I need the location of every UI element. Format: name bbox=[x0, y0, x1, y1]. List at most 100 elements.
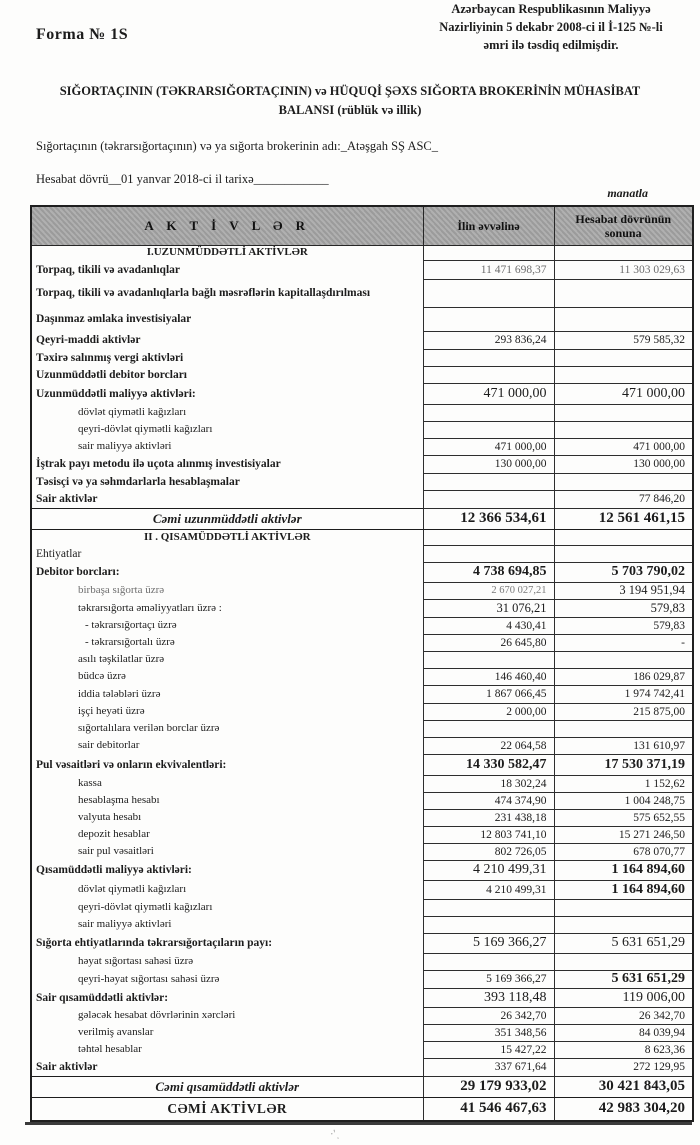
value-period-end: 579 585,32 bbox=[553, 331, 694, 350]
value-period-end: 1 164 894,60 bbox=[553, 880, 694, 900]
value-year-start: 15 427,22 bbox=[422, 1041, 555, 1059]
table-row: həyat sığortası sahəsi üzrə bbox=[31, 953, 694, 971]
value-year-start bbox=[422, 651, 555, 669]
table-row: sığortalılara verilən borclar üzrə bbox=[31, 720, 694, 738]
row-label: dövlət qiymətli kağızları bbox=[31, 880, 424, 900]
row-label: Cəmi qısamüddətli aktivlər bbox=[31, 1076, 424, 1098]
value-period-end bbox=[553, 545, 694, 563]
value-year-start: 231 438,18 bbox=[422, 809, 555, 827]
row-label: Cəmi uzunmüddətli aktivlər bbox=[31, 508, 424, 530]
row-label: həyat sığortası sahəsi üzrə bbox=[31, 953, 424, 971]
table-header-row: A K T İ V L Ə R İlin əvvəlinə Hesabat dö… bbox=[30, 205, 694, 246]
row-label: hesablaşma hesabı bbox=[31, 792, 424, 810]
table-row: Debitor borcları: 4 738 694,85 5 703 790,0… bbox=[31, 562, 694, 583]
value-year-start bbox=[422, 279, 555, 308]
table-row: Daşınmaz əmlaka investisiyalar bbox=[31, 307, 694, 332]
value-year-start: 471 000,00 bbox=[422, 383, 555, 405]
row-label: birbaşa sığorta üzrə bbox=[31, 582, 424, 600]
value-period-end: 15 271 246,50 bbox=[553, 826, 694, 844]
value-year-start bbox=[422, 404, 555, 422]
scan-smudge-mark: ·'ˌ bbox=[329, 1127, 341, 1141]
col-header-assets: A K T İ V L Ə R bbox=[30, 205, 424, 246]
table-row: asılı təşkilatlar üzrə bbox=[31, 651, 694, 669]
value-period-end: 5 631 651,29 bbox=[553, 933, 694, 954]
table-row: Uzunmüddətli maliyyə aktivləri: 471 000,0… bbox=[31, 383, 694, 405]
value-period-end: 1 152,62 bbox=[553, 775, 694, 793]
document-title-line-2: BALANSI (rüblük və illik) bbox=[278, 103, 422, 118]
reporting-period-line: Hesabat dövrü__01 yanvar 2018-ci il tari… bbox=[36, 172, 329, 186]
table-row: iddia tələbləri üzrə 1 867 066,45 1 974 74… bbox=[31, 685, 694, 704]
assets-balance-table: A K T İ V L Ə R İlin əvvəlinə Hesabat dö… bbox=[30, 205, 694, 1122]
table-row: Torpaq, tikili və avadanlıqlar 11 471 698… bbox=[31, 260, 694, 280]
value-year-start bbox=[422, 366, 555, 384]
value-period-end: 130 000,00 bbox=[553, 455, 694, 474]
row-label: Sair qısamüddətli aktivlər: bbox=[31, 988, 424, 1008]
value-year-start bbox=[422, 529, 555, 546]
form-number: Forma № 1S bbox=[36, 26, 129, 43]
table-row: Qeyri-maddi aktivlər 293 836,24 579 585,32 bbox=[31, 331, 694, 350]
value-period-end: 575 652,55 bbox=[553, 809, 694, 827]
table-row: verilmiş avanslar 351 348,56 84 039,94 bbox=[31, 1024, 694, 1042]
value-period-end: 42 983 304,20 bbox=[553, 1097, 694, 1121]
value-year-start: 471 000,00 bbox=[422, 438, 555, 456]
value-year-start: 18 302,24 bbox=[422, 775, 555, 793]
row-label: - təkrarsığortalı üzrə bbox=[31, 634, 424, 652]
value-period-end: 77 846,20 bbox=[553, 490, 694, 509]
value-year-start: 29 179 933,02 bbox=[422, 1076, 555, 1098]
approval-line-2: Nazirliyinin 5 dekabr 2008-ci il İ-125 №… bbox=[439, 19, 663, 34]
table-row: birbaşa sığorta üzrə 2 670 027,21 3 194 95… bbox=[31, 582, 694, 600]
table-row: büdcə üzrə 146 460,40 186 029,87 bbox=[31, 668, 694, 686]
row-label: verilmiş avanslar bbox=[31, 1024, 424, 1042]
row-label: asılı təşkilatlar üzrə bbox=[31, 651, 424, 669]
value-period-end: 8 623,36 bbox=[553, 1041, 694, 1059]
value-year-start: 11 471 698,37 bbox=[422, 260, 555, 280]
table-row: hesablaşma hesabı 474 374,90 1 004 248,75 bbox=[31, 792, 694, 810]
table-row: təkrarsığorta əməliyyatları üzrə :31 076… bbox=[31, 599, 694, 618]
value-period-end: 12 561 461,15 bbox=[553, 508, 694, 530]
value-period-end: 1 164 894,60 bbox=[553, 860, 694, 881]
row-label: Debitor borcları: bbox=[31, 562, 424, 583]
value-year-start bbox=[422, 899, 555, 917]
value-year-start bbox=[422, 349, 555, 367]
table-row: İştrak payı metodu ilə uçota alınmış inv… bbox=[31, 455, 694, 474]
value-period-end: 678 070,77 bbox=[553, 843, 694, 861]
table-row: qeyri-dövlət qiymətli kağızları bbox=[31, 899, 694, 917]
row-label: təhtəl hesablar bbox=[31, 1041, 424, 1059]
value-period-end: 3 194 951,94 bbox=[553, 582, 694, 600]
value-period-end bbox=[553, 279, 694, 308]
approval-note: Azərbaycan Respublikasının Maliyyə Nazir… bbox=[405, 1, 697, 54]
row-label: təkrarsığorta əməliyyatları üzrə : bbox=[31, 599, 424, 618]
table-row: sair maliyyə aktivləri 471 000,00 471 000,… bbox=[31, 438, 694, 456]
value-period-end: 186 029,87 bbox=[553, 668, 694, 686]
row-label: depozit hesablar bbox=[31, 826, 424, 844]
value-period-end bbox=[553, 473, 694, 491]
table-row: Təsisçi və ya səhmdarlarla hesablaşmalar bbox=[31, 473, 694, 491]
value-year-start: 2 000,00 bbox=[422, 703, 555, 721]
value-year-start bbox=[422, 421, 555, 439]
value-period-end: - bbox=[553, 634, 694, 652]
value-year-start bbox=[422, 720, 555, 738]
row-label: Uzunmüddətli maliyyə aktivləri: bbox=[31, 383, 424, 405]
table-row: təhtəl hesablar 15 427,22 8 623,36 bbox=[31, 1041, 694, 1059]
value-period-end bbox=[553, 349, 694, 367]
value-year-start: 2 670 027,21 bbox=[422, 582, 555, 600]
value-year-start: 4 430,41 bbox=[422, 617, 555, 635]
value-year-start: 31 076,21 bbox=[422, 599, 555, 618]
value-period-end bbox=[553, 245, 694, 261]
row-label: gələcək hesabat dövrlərinin xərcləri bbox=[31, 1007, 424, 1025]
value-year-start: 4 738 694,85 bbox=[422, 562, 555, 583]
document-title-line-1: SIĞORTAÇININ (TƏKRARSIĞORTAÇININ) və HÜQ… bbox=[59, 84, 641, 98]
table-row: sair debitorlar 22 064,58 131 610,97 bbox=[31, 737, 694, 755]
value-year-start: 351 348,56 bbox=[422, 1024, 555, 1042]
value-year-start bbox=[422, 916, 555, 934]
table-row: kassa 18 302,24 1 152,62 bbox=[31, 775, 694, 793]
table-row: CƏMİ AKTİVLƏR 41 546 467,63 42 983 304,20 bbox=[31, 1097, 694, 1121]
table-row: sair maliyyə aktivləri bbox=[31, 916, 694, 934]
row-label: kassa bbox=[31, 775, 424, 793]
row-label: iddia tələbləri üzrə bbox=[31, 685, 424, 704]
row-label: Sair aktivlər bbox=[31, 490, 424, 509]
value-year-start: 4 210 499,31 bbox=[422, 880, 555, 900]
value-year-start: 146 460,40 bbox=[422, 668, 555, 686]
value-period-end bbox=[553, 916, 694, 934]
table-row: sair pul vəsaitləri 802 726,05 678 070,77 bbox=[31, 843, 694, 861]
